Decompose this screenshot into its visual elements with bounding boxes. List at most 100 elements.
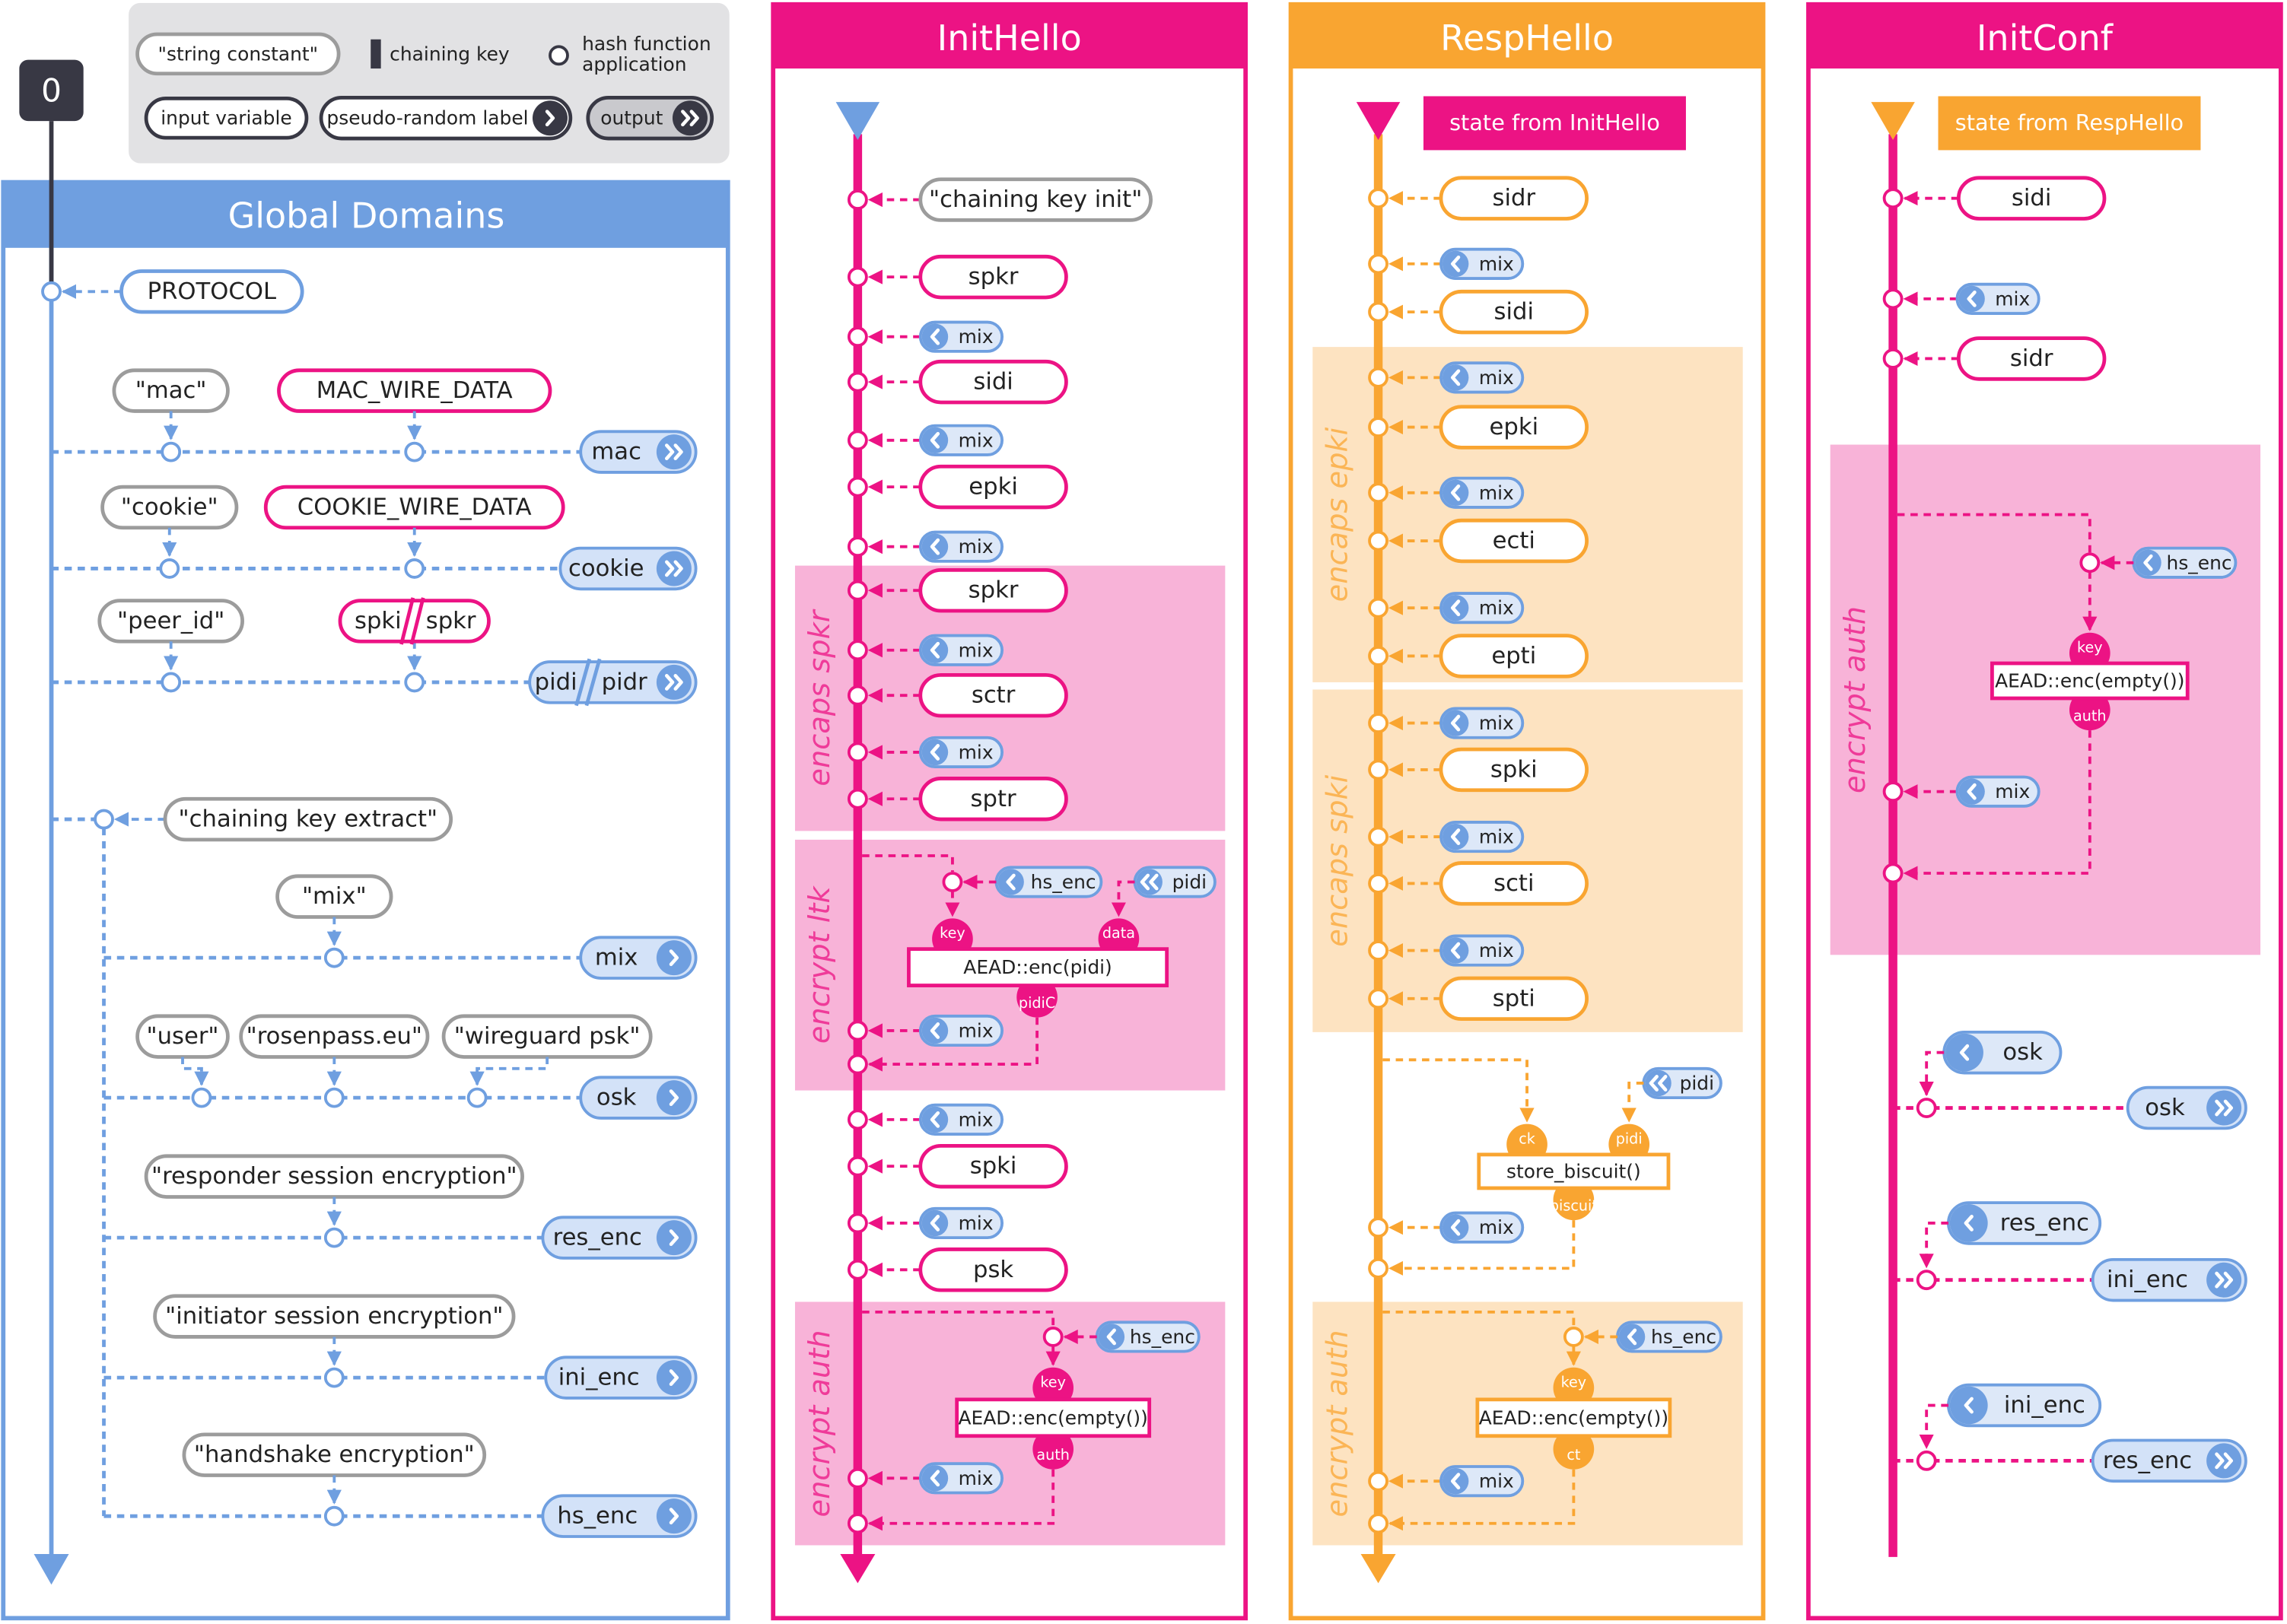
node xyxy=(847,640,868,661)
node xyxy=(847,1109,868,1130)
node xyxy=(1368,597,1388,618)
state-text: state from RespHello xyxy=(1955,110,2184,135)
hash-box xyxy=(1477,1152,1671,1190)
hash-box-text: store_biscuit() xyxy=(1506,1160,1641,1182)
node xyxy=(847,788,868,809)
node xyxy=(159,558,180,579)
chevron xyxy=(930,1215,940,1232)
connector xyxy=(1382,1058,1535,1123)
label-icon xyxy=(921,739,949,766)
label-icon xyxy=(1442,710,1469,736)
constant-pill-text: "mac" xyxy=(135,377,207,404)
label-text: mix xyxy=(1479,481,1514,504)
node xyxy=(847,536,868,558)
timeline-arrow xyxy=(1360,1554,1396,1584)
label-icon xyxy=(1442,479,1469,507)
connector xyxy=(1621,1082,1644,1123)
chevron xyxy=(2215,1271,2225,1289)
panel-title: Global Domains xyxy=(228,195,505,237)
badge-text: pidi xyxy=(1616,1130,1643,1147)
chevron xyxy=(930,641,940,659)
variable-pill xyxy=(119,269,304,314)
node xyxy=(161,441,182,462)
node xyxy=(191,1087,212,1108)
node xyxy=(1368,482,1388,504)
chevron xyxy=(1658,1075,1668,1092)
variable-pill-text: spkr xyxy=(969,577,1019,604)
chevron xyxy=(930,1470,940,1487)
output-icon xyxy=(656,1220,692,1256)
chevron xyxy=(1149,873,1159,891)
label-icon xyxy=(921,1017,949,1044)
chevron xyxy=(1106,1328,1116,1346)
label-text: res_enc xyxy=(2000,1209,2089,1236)
node xyxy=(847,326,868,348)
label-text: mix xyxy=(1479,826,1514,848)
chevron xyxy=(2215,1452,2225,1470)
panel-header xyxy=(3,182,728,248)
constant-pill-text: "chaining key init" xyxy=(929,186,1142,213)
section-label: encrypt auth xyxy=(1838,606,1872,793)
variable-pill-text: sidi xyxy=(2012,185,2051,211)
node xyxy=(1882,188,1904,209)
label-text: mix xyxy=(959,1019,994,1041)
node xyxy=(847,1020,868,1041)
label-text: mix xyxy=(1995,288,2030,310)
legend-chaining-key xyxy=(371,39,381,69)
badge-text: key xyxy=(1561,1373,1587,1390)
state-box xyxy=(1423,96,1686,151)
step-badge xyxy=(19,59,84,122)
connector xyxy=(867,1017,1039,1072)
label-text: hs_enc xyxy=(1651,1326,1716,1348)
constant-pill xyxy=(918,177,1153,222)
label-icon xyxy=(1442,937,1469,964)
node xyxy=(549,45,569,66)
node xyxy=(942,872,963,892)
state-triangle xyxy=(1356,102,1401,140)
badge-text: auth xyxy=(1036,1446,1070,1464)
node xyxy=(1882,863,1904,884)
constant-pill-text: "wireguard psk" xyxy=(454,1023,641,1050)
node xyxy=(466,1087,488,1108)
chevron xyxy=(1451,484,1461,501)
hash-box-text: AEAD::enc(empty()) xyxy=(1995,670,2184,692)
chevron xyxy=(1451,599,1461,617)
connector xyxy=(1388,1469,1576,1531)
label-icon xyxy=(1958,285,1985,313)
label-icon xyxy=(921,1209,949,1237)
badge-text: ck xyxy=(1519,1130,1536,1147)
output-pill xyxy=(544,1355,698,1400)
variable-pill-text: sidr xyxy=(2010,345,2053,372)
node xyxy=(847,1155,868,1177)
constant-pill-text: "cookie" xyxy=(121,494,218,520)
output-pill xyxy=(541,1216,698,1260)
output-text: res_enc xyxy=(2103,1448,2192,1474)
variable-pill xyxy=(918,777,1068,822)
output-pill xyxy=(2091,1438,2247,1483)
node xyxy=(1368,1470,1388,1492)
chevron xyxy=(930,431,940,449)
variable-pill-text: spkr xyxy=(969,264,1019,291)
label-icon xyxy=(1618,1324,1646,1350)
chevron xyxy=(545,110,555,127)
label-icon xyxy=(1098,1324,1125,1350)
connector xyxy=(1919,1222,1948,1269)
variable-pill xyxy=(1439,176,1589,221)
node xyxy=(323,1087,345,1108)
output-pill xyxy=(541,1494,698,1538)
variable-pill-text: spki xyxy=(970,1153,1017,1180)
badge xyxy=(1032,1429,1074,1470)
output-text: osk xyxy=(2145,1095,2185,1121)
constant-pill xyxy=(163,796,453,842)
label-icon xyxy=(1958,778,1985,805)
chevron xyxy=(2223,1271,2234,1289)
connector xyxy=(1382,1310,1576,1327)
label-text: mix xyxy=(1479,367,1514,389)
hash-box xyxy=(907,947,1169,987)
panel-header xyxy=(1808,4,2281,69)
node xyxy=(1916,1270,1937,1291)
label-text: mix xyxy=(959,741,994,763)
variable-pill xyxy=(918,672,1068,718)
node xyxy=(1368,1513,1388,1534)
constant-pill-text: "mix" xyxy=(302,883,367,910)
